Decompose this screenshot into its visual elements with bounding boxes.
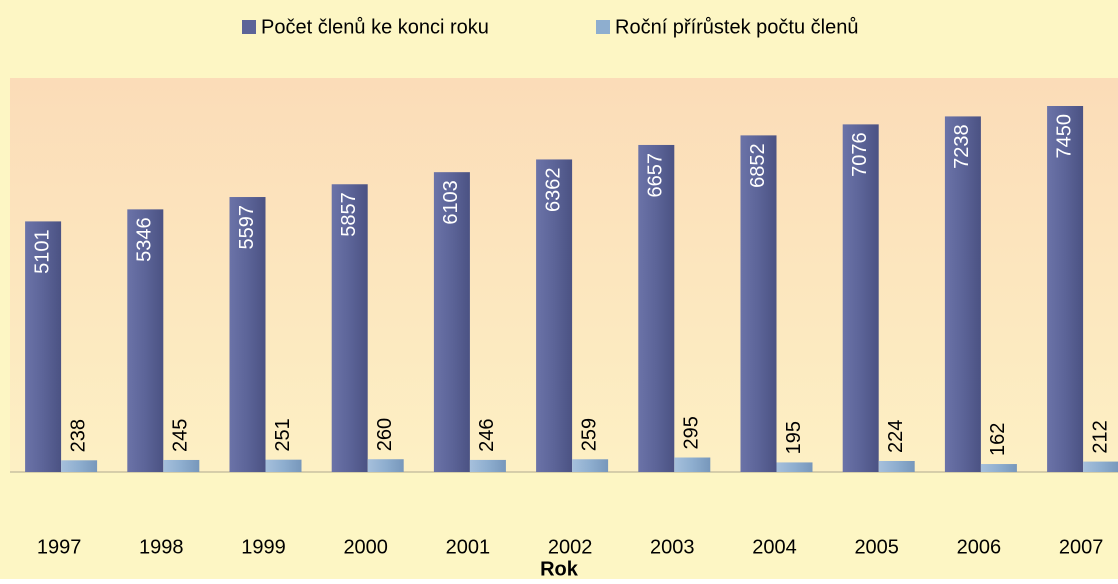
data-label: 260	[374, 418, 396, 451]
data-label: 6362	[542, 167, 564, 212]
legend-swatch	[596, 20, 610, 34]
data-label: 5597	[236, 205, 258, 250]
bar	[127, 209, 164, 472]
data-label: 5101	[31, 229, 53, 274]
x-tick-label: 1999	[241, 536, 286, 558]
x-tick-label: 2000	[343, 536, 388, 558]
bar	[944, 116, 981, 472]
legend-label: Počet členů ke konci roku	[261, 16, 489, 38]
x-tick-label: 2002	[548, 536, 593, 558]
data-label: 7238	[951, 124, 973, 169]
data-label: 238	[67, 419, 89, 452]
bar	[1047, 106, 1084, 472]
data-label: 6852	[747, 143, 769, 188]
data-label: 246	[476, 419, 498, 452]
x-axis-title: Rok	[540, 558, 579, 579]
bar	[229, 197, 266, 472]
data-label: 212	[1089, 420, 1111, 453]
data-label: 7450	[1053, 114, 1075, 159]
data-label: 5346	[134, 217, 156, 262]
x-tick-label: 2007	[1059, 536, 1104, 558]
x-tick-label: 2001	[446, 536, 491, 558]
x-tick-label: 1997	[37, 536, 82, 558]
data-label: 162	[987, 423, 1009, 456]
bar	[331, 184, 368, 472]
bar	[61, 460, 98, 472]
data-label: 259	[578, 418, 600, 451]
bar	[776, 462, 813, 472]
data-label: 6657	[645, 153, 667, 198]
bar	[25, 221, 62, 472]
bar	[433, 172, 470, 473]
bar	[265, 459, 302, 472]
x-tick-label: 1998	[139, 536, 184, 558]
data-label: 251	[272, 418, 294, 451]
data-label: 6103	[440, 180, 462, 225]
bar	[572, 459, 609, 472]
x-tick-label: 2003	[650, 536, 695, 558]
data-label: 195	[783, 421, 805, 454]
bar	[469, 459, 506, 472]
bar	[674, 457, 711, 472]
legend-swatch	[242, 20, 256, 34]
data-label: 7076	[849, 132, 871, 177]
bar	[1083, 461, 1118, 472]
bar	[740, 135, 777, 473]
bar	[878, 460, 915, 472]
x-tick-label: 2005	[854, 536, 899, 558]
bar	[842, 124, 879, 472]
bar	[163, 459, 200, 472]
data-label: 295	[681, 416, 703, 449]
bar	[638, 144, 675, 472]
bar	[367, 459, 404, 472]
data-label: 245	[170, 419, 192, 452]
legend-label: Roční přírůstek počtu členů	[615, 16, 858, 38]
data-label: 224	[885, 420, 907, 453]
x-tick-label: 2004	[752, 536, 797, 558]
data-label: 5857	[338, 192, 360, 237]
bar	[980, 464, 1017, 472]
bar	[536, 159, 573, 472]
x-tick-label: 2006	[957, 536, 1002, 558]
